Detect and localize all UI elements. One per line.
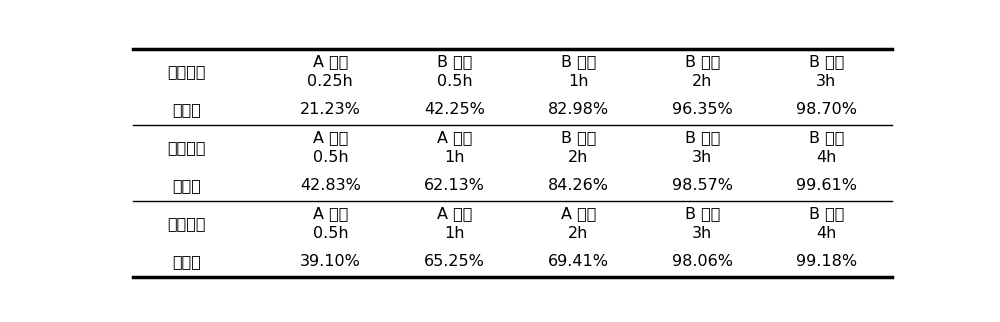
Text: 反应时刻: 反应时刻 [168,216,206,231]
Text: 1h: 1h [444,150,465,165]
Text: B 阶段: B 阶段 [685,206,720,221]
Text: 98.06%: 98.06% [672,254,733,269]
Text: A 阶段: A 阶段 [437,130,472,145]
Text: A 阶段: A 阶段 [561,206,596,221]
Text: A 阶段: A 阶段 [313,54,348,69]
Text: 84.26%: 84.26% [548,178,609,193]
Text: 98.70%: 98.70% [796,102,857,117]
Text: 第三组: 第三组 [173,254,201,269]
Text: 3h: 3h [816,74,836,89]
Text: 69.41%: 69.41% [548,254,609,269]
Text: 21.23%: 21.23% [300,102,361,117]
Text: 2h: 2h [568,226,589,241]
Text: B 阶段: B 阶段 [809,130,844,145]
Text: 0.5h: 0.5h [313,226,348,241]
Text: 99.61%: 99.61% [796,178,857,193]
Text: 1h: 1h [444,226,465,241]
Text: 4h: 4h [816,150,837,165]
Text: 99.18%: 99.18% [796,254,857,269]
Text: 65.25%: 65.25% [424,254,485,269]
Text: 3h: 3h [692,226,712,241]
Text: 62.13%: 62.13% [424,178,485,193]
Text: B 阶段: B 阶段 [437,54,472,69]
Text: A 阶段: A 阶段 [313,130,348,145]
Text: 96.35%: 96.35% [672,102,733,117]
Text: B 阶段: B 阶段 [685,130,720,145]
Text: A 阶段: A 阶段 [313,206,348,221]
Text: 反应时刻: 反应时刻 [168,140,206,155]
Text: 82.98%: 82.98% [548,102,609,117]
Text: 98.57%: 98.57% [672,178,733,193]
Text: 1h: 1h [568,74,589,89]
Text: 2h: 2h [692,74,713,89]
Text: B 阶段: B 阶段 [561,54,596,69]
Text: B 阶段: B 阶段 [685,54,720,69]
Text: 39.10%: 39.10% [300,254,361,269]
Text: 第一组: 第一组 [173,102,201,117]
Text: B 阶段: B 阶段 [809,206,844,221]
Text: 0.25h: 0.25h [308,74,353,89]
Text: B 阶段: B 阶段 [809,54,844,69]
Text: A 阶段: A 阶段 [437,206,472,221]
Text: 2h: 2h [568,150,589,165]
Text: 3h: 3h [692,150,712,165]
Text: 第二组: 第二组 [173,178,201,193]
Text: 0.5h: 0.5h [437,74,472,89]
Text: B 阶段: B 阶段 [561,130,596,145]
Text: 42.83%: 42.83% [300,178,361,193]
Text: 0.5h: 0.5h [313,150,348,165]
Text: 反应时刻: 反应时刻 [168,64,206,79]
Text: 4h: 4h [816,226,837,241]
Text: 42.25%: 42.25% [424,102,485,117]
